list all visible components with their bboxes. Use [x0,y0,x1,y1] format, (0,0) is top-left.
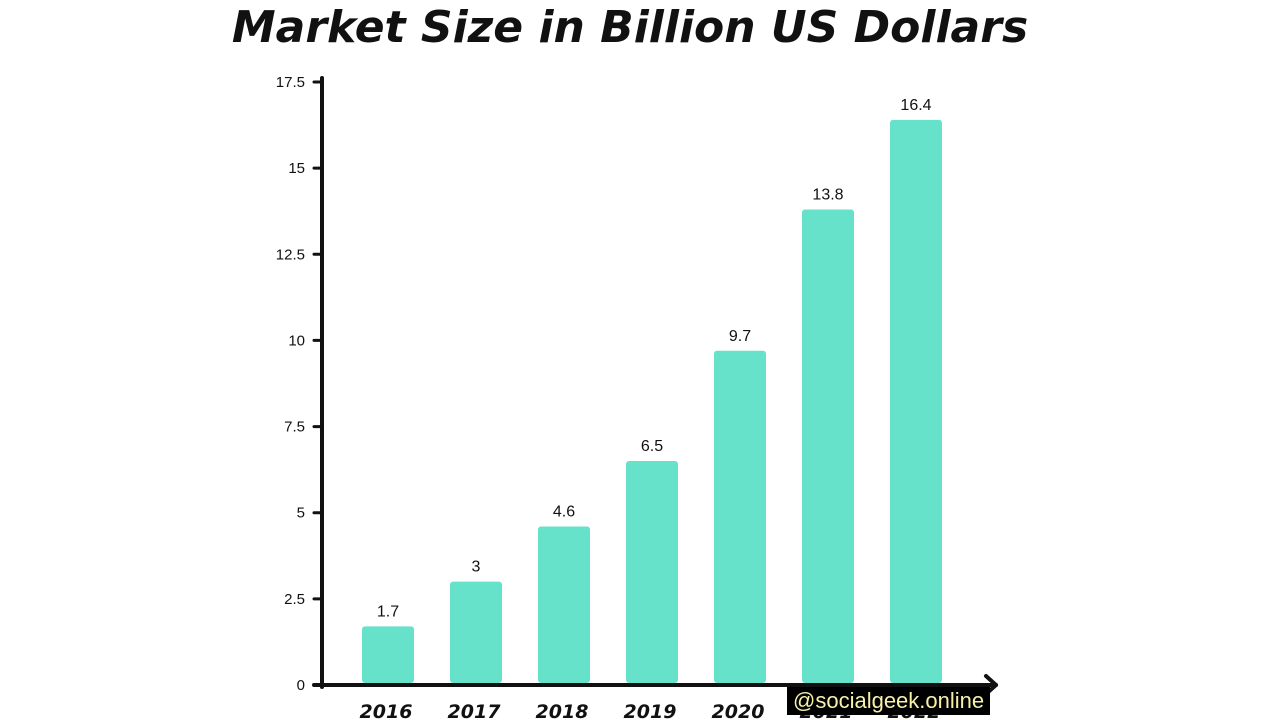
bars [362,119,942,684]
data-labels: 1.7 3 4.6 6.5 9.7 13.8 16.4 [377,97,932,621]
y-tick-label: 5 [297,505,305,522]
y-tick-label: 12.5 [276,246,305,263]
y-tick-label: 15 [288,160,305,177]
bar [450,581,502,683]
bar [538,526,590,683]
watermark: @socialgeek.online [787,687,991,715]
category-label: 2018 [536,701,589,720]
bar [890,119,942,684]
bar [362,626,414,683]
data-label: 4.6 [553,503,575,520]
y-axis: 0 2.5 5 7.5 10 12.5 15 17.5 [276,74,324,694]
y-tick-label: 7.5 [284,419,305,436]
bar [802,209,854,683]
category-label: 2020 [712,701,765,720]
bar [714,350,766,683]
y-tick-label: 17.5 [276,74,305,91]
category-label: 2017 [448,701,502,720]
y-tick-label: 2.5 [284,591,305,608]
data-label: 6.5 [641,438,663,455]
data-label: 13.8 [812,186,843,203]
category-label: 2016 [360,701,413,720]
data-label: 9.7 [729,328,751,345]
data-label: 3 [472,559,481,576]
category-label: 2019 [624,701,677,720]
chart-title: Market Size in Billion US Dollars [232,2,1028,53]
y-tick-label: 0 [297,677,305,694]
data-label: 1.7 [377,603,399,620]
bar [626,461,678,683]
data-label: 16.4 [900,97,931,114]
y-tick-label: 10 [288,332,305,349]
